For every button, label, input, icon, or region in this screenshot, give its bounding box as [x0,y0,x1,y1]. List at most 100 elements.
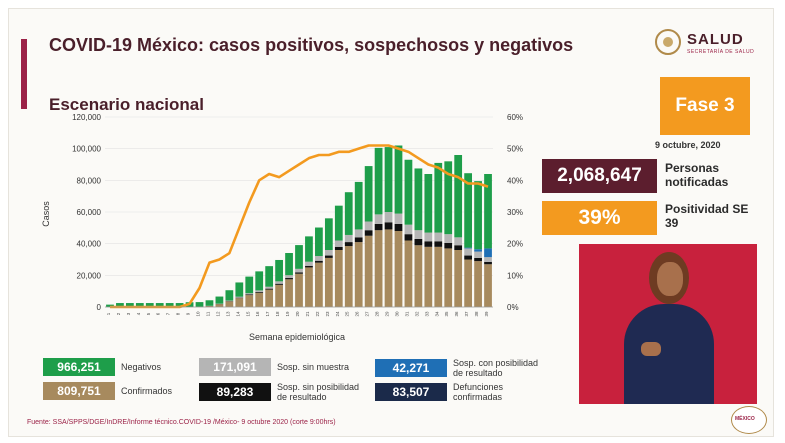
x-tick-label: 20 [295,311,300,317]
bar-segment [295,272,303,274]
bar-segment [225,290,234,301]
bar-segment [165,303,174,307]
positividad-label: Positividad SE 39 [665,202,749,230]
bar-segment [334,250,343,307]
x-tick-label: 4 [136,312,141,315]
bar-segment [354,181,363,230]
bar-segment [454,250,463,307]
x-tick-label: 27 [365,311,370,317]
bar-segment [454,245,463,250]
bar-segment [315,262,323,307]
x-tick-label: 7 [166,312,171,315]
bar-segment [265,286,274,289]
bar-segment [295,268,303,273]
bar-segment [414,230,423,239]
x-tick-label: 22 [315,311,320,317]
cases-chart: 0 20,000 40,000 60,000 80,000 100,000 120,000 0… [41,113,523,342]
bar-segment [484,261,492,265]
bar-segment [324,257,333,307]
bar-segment [484,264,492,307]
bar-segment [255,292,264,307]
bar-segment [434,246,443,307]
x-tick-label: 3 [126,312,131,315]
bar-segment [334,240,343,247]
bar-segment [424,246,433,307]
bar-segment [464,248,473,256]
legend-sosp-con-posibilidad-line2: de resultado [453,368,503,378]
page-subtitle: Escenario nacional [49,95,204,114]
interpreter-hand [641,342,661,356]
bar-segment [364,221,373,231]
report-date: 9 octubre, 2020 [655,140,721,150]
bar-segment [414,245,423,307]
bar-segment [205,306,214,307]
bar-segment [404,240,413,307]
x-tick-label: 34 [434,311,439,317]
bar-segment [205,300,214,306]
x-tick-label: 33 [424,311,429,317]
legend-sosp-sin-posibilidad-value: 89,283 [199,383,271,401]
bar-segment [255,291,264,293]
bar-segment [354,229,363,238]
bottom-logo-text: MÉXICO [735,416,755,422]
interpreter-face [657,262,683,296]
bar-segment [464,259,473,307]
bar-segment [195,302,204,307]
bar-segment [354,242,363,307]
bar-segment [464,173,473,248]
bar-segment [354,237,363,243]
bar-segment [305,267,313,307]
bar-segment [315,256,323,261]
bar-segment [285,253,293,276]
x-tick-label: 28 [375,311,380,317]
interpreter-body [624,304,714,404]
bar-segment [175,303,184,307]
bottom-logo: MÉXICO [731,406,767,434]
bar-segment [374,230,383,307]
sign-language-interpreter [579,244,757,404]
y-tick-label: 80,000 [77,176,102,185]
bar-segment [474,181,482,250]
bar-segment [374,214,383,224]
bar-segment [424,241,433,247]
bar-segment [135,303,144,307]
x-tick-label: 19 [285,311,290,317]
bar-segment [334,246,343,250]
bar-segment [394,223,403,231]
bar-segment [285,275,293,279]
x-tick-label: 18 [275,311,280,317]
bar-segment [454,155,463,238]
x-tick-label: 39 [484,311,489,317]
bar-segment [235,298,244,307]
bar-segment [474,257,482,262]
x-tick-label: 29 [385,311,390,317]
legend-defunciones: 83,507 Defunciones confirmadas [375,382,503,402]
bar-segment [245,295,254,307]
bar-segment [235,296,244,298]
legend-sosp-sin-posibilidad: 89,283 Sosp. sin posibilidad de resultad… [199,382,359,402]
bar-segment [255,271,264,291]
bar-segment [394,231,403,307]
bar-segment [464,255,473,260]
x-tick-label: 11 [205,311,210,316]
legend-confirmados: 809,751 Confirmados [43,382,172,400]
x-tick-label: 31 [404,311,409,317]
bar-segment [324,255,333,258]
y-tick-label: 100,000 [72,145,101,154]
bar-segment [155,303,164,307]
bar-segment [235,282,244,297]
bar-segment [116,303,124,307]
bar-segment [474,249,482,252]
legend-sosp-sin-posibilidad-label: Sosp. sin posibilidad de resultado [277,382,359,402]
bar-segment [344,246,353,307]
bar-segment [245,276,254,294]
bar-segment [414,168,423,231]
bar-segment [474,261,482,307]
page-title: COVID-19 México: casos positivos, sospec… [49,35,574,55]
phase-badge: Fase 3 [660,77,750,135]
x-tick-label: 8 [176,312,181,315]
legend-negativos-value: 966,251 [43,358,115,376]
bar-segment [484,257,492,262]
bar-segment [404,159,413,225]
x-tick-label: 35 [444,311,449,317]
